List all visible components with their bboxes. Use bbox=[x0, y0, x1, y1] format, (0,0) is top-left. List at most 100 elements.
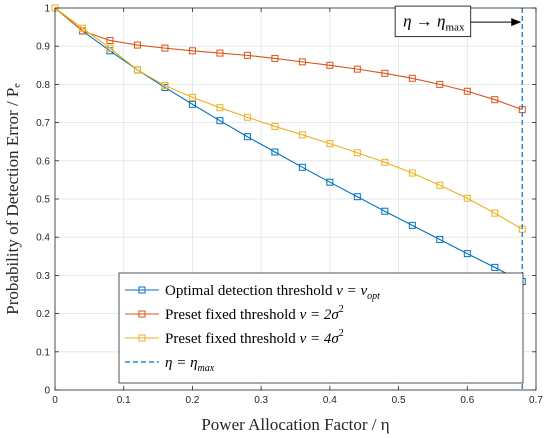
y-tick-label: 0.1 bbox=[36, 347, 50, 358]
series-1-marker bbox=[408, 74, 416, 82]
legend-label-sub: opt bbox=[367, 291, 380, 302]
series-0-marker bbox=[381, 207, 389, 215]
x-tick-label: 0.6 bbox=[460, 395, 474, 406]
y-tick-label: 0.7 bbox=[36, 118, 50, 129]
annotation-main-text: η → η bbox=[403, 11, 445, 30]
series-1-marker bbox=[463, 87, 471, 95]
series-2-marker bbox=[436, 181, 444, 189]
series-line-0 bbox=[54, 7, 523, 283]
series-2-marker bbox=[133, 66, 141, 74]
eta-max-annotation: η → ηmax bbox=[394, 5, 522, 38]
series-2-marker bbox=[353, 149, 361, 157]
legend-label-sup: 2 bbox=[339, 304, 344, 315]
series-1-marker bbox=[298, 58, 306, 66]
series-0 bbox=[51, 4, 526, 286]
x-tick-label: 0.3 bbox=[254, 395, 268, 406]
series-1-marker bbox=[106, 36, 114, 44]
x-tick-label: 0.2 bbox=[185, 395, 199, 406]
series-line-1 bbox=[54, 7, 523, 111]
y-tick-label: 0.2 bbox=[36, 309, 50, 320]
y-tick-label: 0.3 bbox=[36, 271, 50, 282]
legend-label-sub: max bbox=[198, 363, 215, 374]
legend-label-prefix: Preset fixed threshold bbox=[165, 307, 300, 323]
series-1-marker bbox=[161, 44, 169, 52]
legend-label-prefix: Optimal detection threshold bbox=[165, 283, 336, 299]
x-tick-label: 0 bbox=[52, 395, 58, 406]
legend-label-prefix: Preset fixed threshold bbox=[165, 331, 300, 347]
series-1-marker bbox=[326, 61, 334, 69]
series-2-marker bbox=[106, 44, 114, 52]
legend-entry-2: Preset fixed threshold ν = 4σ2 bbox=[125, 328, 344, 347]
series-1-marker bbox=[133, 41, 141, 49]
series-2-marker bbox=[216, 104, 224, 112]
y-tick-label: 0.6 bbox=[36, 156, 50, 167]
series-0-marker bbox=[216, 117, 224, 125]
series-1-marker bbox=[353, 65, 361, 73]
y-tick-label: 0.4 bbox=[36, 233, 50, 244]
series-0-marker bbox=[353, 193, 361, 201]
legend-box bbox=[118, 272, 524, 384]
legend-label: Preset fixed threshold ν = 2σ2 bbox=[165, 304, 344, 323]
series-2-marker bbox=[188, 93, 196, 101]
legend-entry-0: Optimal detection threshold ν = νopt bbox=[125, 283, 380, 302]
series-2-marker bbox=[463, 194, 471, 202]
annotation-box bbox=[394, 5, 472, 38]
series-line-2 bbox=[54, 7, 523, 230]
legend-label: Preset fixed threshold ν = 4σ2 bbox=[165, 328, 344, 347]
legend-swatch-marker bbox=[138, 286, 146, 294]
series-layer bbox=[51, 4, 526, 390]
series-1-marker bbox=[491, 96, 499, 104]
legend-entry-3: η = ηmax bbox=[125, 355, 215, 374]
legend-entry-1: Preset fixed threshold ν = 2σ2 bbox=[125, 304, 344, 323]
y-tick-label: 0.9 bbox=[36, 42, 50, 53]
legend-label-math: ν = 2σ bbox=[300, 307, 340, 323]
series-0-marker bbox=[436, 235, 444, 243]
series-0-marker bbox=[298, 163, 306, 171]
legend-swatch-marker bbox=[138, 334, 146, 342]
series-1-marker bbox=[243, 51, 251, 59]
series-2-marker bbox=[78, 24, 86, 32]
series-2-marker bbox=[381, 158, 389, 166]
legend-label-math: η = η bbox=[165, 355, 198, 371]
y-tick-label: 0 bbox=[44, 386, 50, 397]
series-0-marker bbox=[408, 221, 416, 229]
series-2 bbox=[51, 4, 526, 233]
series-2-marker bbox=[326, 140, 334, 148]
series-1-marker bbox=[381, 69, 389, 77]
series-0-marker bbox=[326, 178, 334, 186]
series-0-marker bbox=[463, 250, 471, 258]
series-2-marker bbox=[161, 82, 169, 90]
series-2-marker bbox=[271, 122, 279, 130]
x-axis-label: Power Allocation Factor / η bbox=[201, 415, 389, 434]
series-0-marker bbox=[243, 133, 251, 141]
x-tick-label: 0.4 bbox=[323, 395, 337, 406]
series-0-marker bbox=[188, 100, 196, 108]
legend-swatch-marker bbox=[138, 310, 146, 318]
legend-label-math: ν = ν bbox=[336, 283, 367, 299]
axis-ticks: 0 0.1 0.2 0.3 0.4 0.5 0.6 0.7 0 0.1 0.2 0.3 0.4 0.5 0.… bbox=[36, 4, 543, 407]
series-2-marker bbox=[491, 209, 499, 217]
legend-label-math: ν = 4σ bbox=[300, 331, 340, 347]
y-tick-label: 0.5 bbox=[36, 195, 50, 206]
series-0-marker bbox=[491, 263, 499, 271]
series-2-marker bbox=[298, 131, 306, 139]
series-1-marker bbox=[216, 49, 224, 57]
legend: Optimal detection threshold ν = νopt Pres… bbox=[118, 272, 524, 384]
annotation-arrow-head bbox=[511, 18, 522, 27]
series-1-marker bbox=[188, 47, 196, 55]
y-tick-label: 0.8 bbox=[36, 80, 50, 91]
series-2-marker bbox=[243, 113, 251, 121]
legend-label: Optimal detection threshold ν = νopt bbox=[165, 283, 380, 302]
x-tick-label: 0.5 bbox=[392, 395, 406, 406]
legend-label-sup: 2 bbox=[339, 328, 344, 339]
series-1-marker bbox=[271, 54, 279, 62]
series-0-marker bbox=[271, 148, 279, 156]
series-1-marker bbox=[436, 80, 444, 88]
y-axis-label: Probability of Detection Error / Pₑ bbox=[3, 83, 22, 315]
legend-label: η = ηmax bbox=[165, 355, 215, 374]
x-tick-label: 0.7 bbox=[529, 395, 543, 406]
annotation-text: η → ηmax bbox=[403, 11, 465, 33]
series-2-marker bbox=[408, 169, 416, 177]
y-tick-label: 1 bbox=[44, 4, 50, 15]
